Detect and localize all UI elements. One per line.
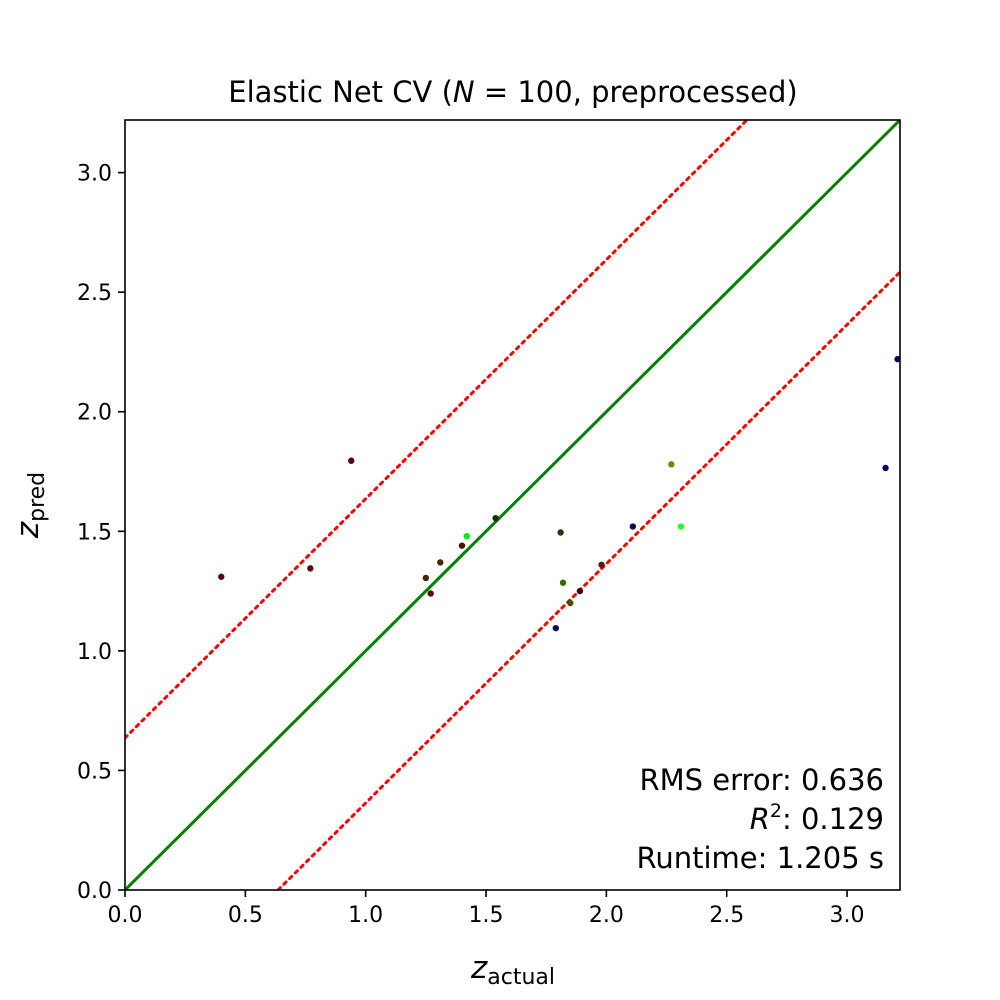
identity-line (125, 120, 900, 890)
scatter-point (894, 355, 900, 363)
scatter-point (458, 542, 466, 549)
scatter-point (218, 573, 225, 580)
scatter-point (598, 561, 605, 568)
x-tick-label: 2.0 (589, 903, 624, 928)
y-tick-label: 2.5 (77, 281, 112, 306)
x-tick-label: 2.5 (709, 903, 744, 928)
annotation-symbol: R (750, 802, 770, 836)
x-axis-label-main: z (470, 950, 488, 986)
scatter-point (567, 599, 574, 607)
scatter-point (427, 590, 434, 597)
scatter-point (629, 523, 637, 530)
annotation-label: Runtime: (637, 841, 777, 875)
x-axis-label: zactual (470, 950, 555, 990)
y-tick-label: 1.5 (77, 520, 112, 545)
scatter-point (882, 464, 889, 472)
x-axis-label-sub: actual (487, 965, 555, 990)
scatter-point (307, 565, 314, 572)
scatter-point (422, 574, 430, 582)
x-tick-label: 3.0 (830, 903, 865, 928)
y-tick-label: 3.0 (77, 162, 112, 187)
plot-frame (124, 119, 901, 891)
axis-ticks: 0.0 0.5 1.0 1.5 2.0 2.5 3.0 0.0 0.5 1.0 1.5 2.0 2.5 3… (77, 162, 865, 928)
scatter-point (557, 529, 564, 536)
plot-data-layer (125, 120, 900, 890)
annotation-line: RMS error: 0.636 (639, 763, 884, 797)
annotation-value: 1.205 s (777, 841, 884, 875)
scatter-point (437, 559, 444, 566)
scatter-point (677, 523, 685, 530)
x-tick-label: 0.5 (228, 903, 263, 928)
annotation-label: RMS error: (639, 763, 800, 797)
lower-error-line (275, 270, 900, 890)
annotation-line: R2: 0.129 (750, 800, 884, 836)
y-axis-label-sub: pred (25, 472, 50, 522)
y-tick-label: 2.0 (77, 401, 112, 426)
annotation-superscript: 2 (770, 800, 782, 822)
scatter-point (576, 587, 584, 595)
scatter-point (348, 457, 355, 464)
chart-title-suffix: = 100, preprocessed) (475, 75, 798, 109)
x-tick-label: 1.5 (469, 903, 504, 928)
scatter-point (559, 579, 567, 586)
annotation-separator: : (782, 802, 801, 836)
y-tick-label: 0.0 (77, 879, 112, 904)
x-tick-label: 1.0 (348, 903, 383, 928)
upper-error-line (125, 120, 750, 740)
chart-title-prefix: Elastic Net CV ( (228, 75, 453, 109)
y-axis-label: zpred (10, 472, 50, 539)
x-tick-label: 0.0 (108, 903, 143, 928)
chart-title: Elastic Net CV (N = 100, preprocessed) (228, 75, 797, 109)
y-tick-label: 1.0 (77, 640, 112, 665)
scatter-point (463, 532, 470, 540)
scatter-point (668, 461, 675, 468)
annotation-line: Runtime: 1.205 s (637, 841, 884, 875)
scatter-point (492, 514, 499, 522)
annotation-value: 0.636 (801, 763, 884, 797)
y-tick-label: 0.5 (77, 759, 112, 784)
y-axis-label-main: z (10, 521, 46, 539)
chart-title-italic: N (453, 75, 475, 109)
annotation-value: 0.129 (801, 802, 884, 836)
scatter-point (552, 624, 560, 632)
